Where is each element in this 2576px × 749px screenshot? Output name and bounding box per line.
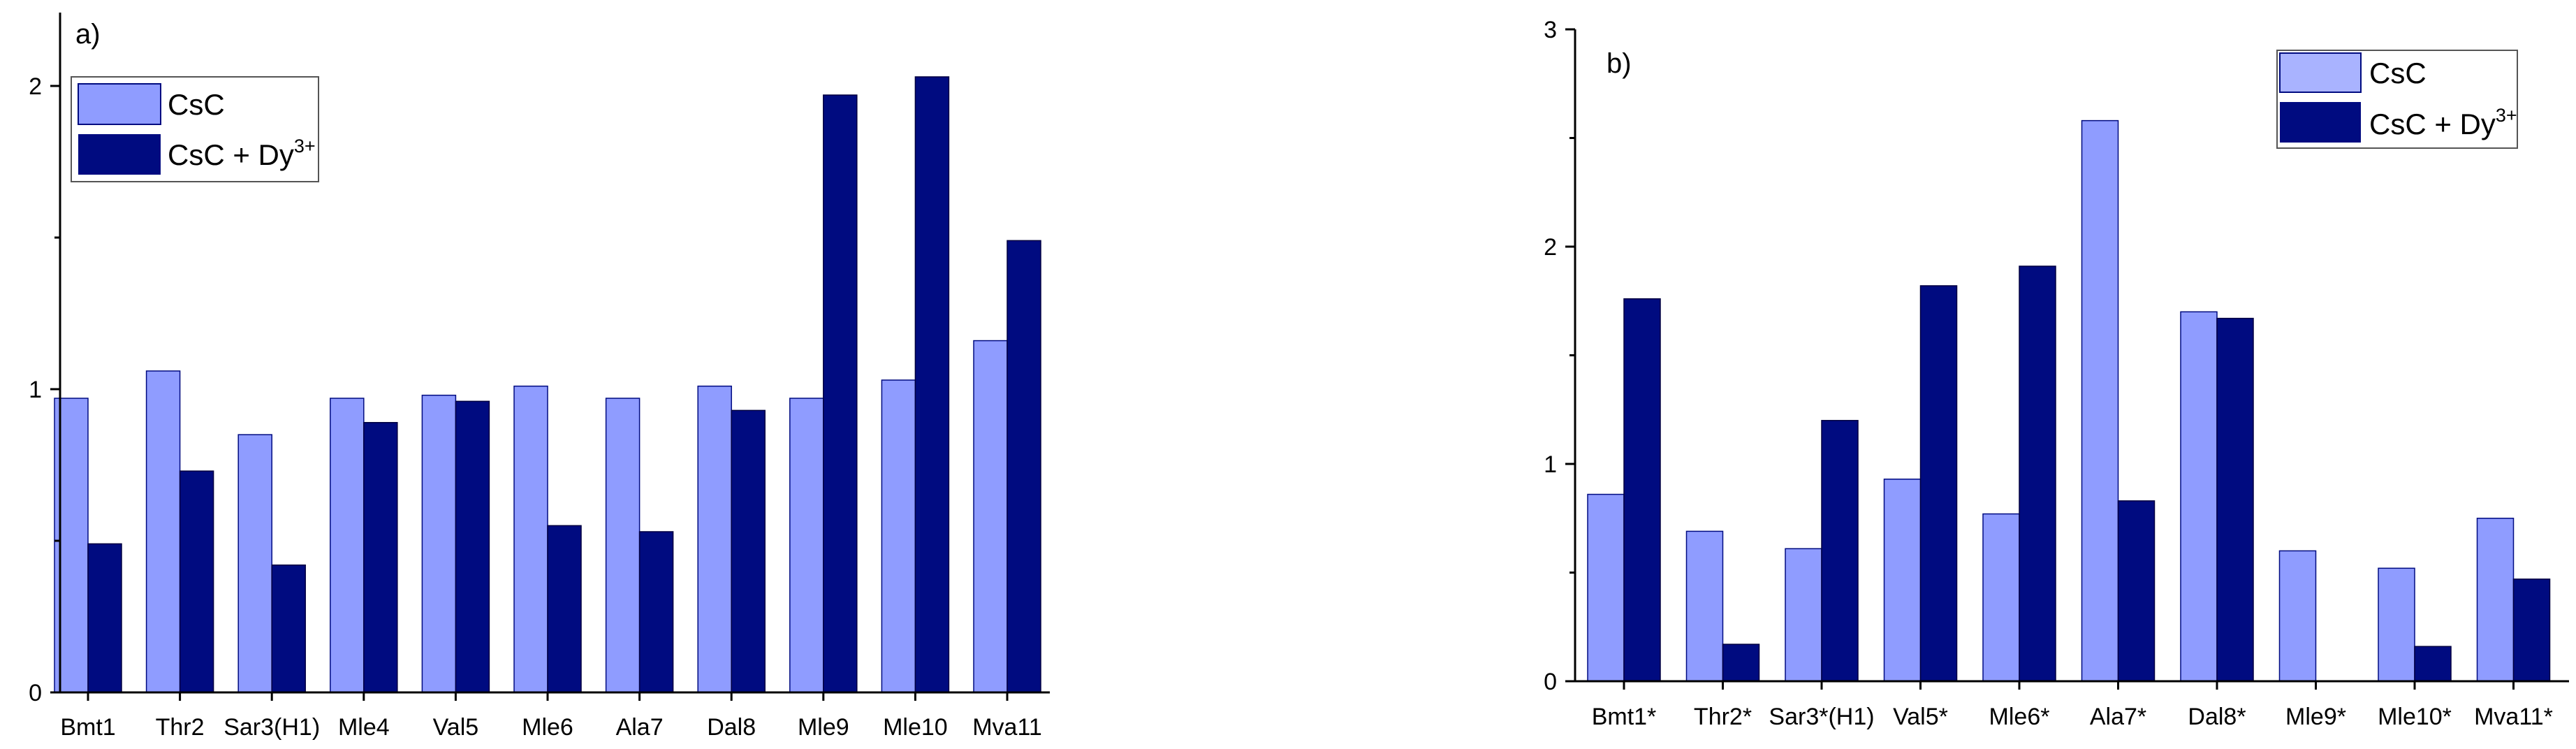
x-tick-label: Mle9* (2285, 704, 2346, 730)
x-tick-label: Dal8* (2188, 704, 2246, 730)
x-tick-label: Mle9 (798, 714, 849, 741)
bar-csc (421, 394, 457, 693)
bar-csc-dy (179, 470, 214, 693)
bar-csc-dy (271, 564, 306, 693)
x-tick-label: Val5* (1893, 704, 1948, 730)
legend-label-csc-b: CsC (2369, 57, 2427, 89)
legend-b: CsC CsC + Dy3+ (2276, 50, 2518, 149)
legend-label-dy-b: CsC + Dy3+ (2369, 105, 2517, 140)
bar-csc-dy (1007, 240, 1041, 693)
x-tick-label: Sar3(H1) (224, 714, 320, 741)
x-tick-label: Mle4 (338, 714, 390, 741)
y-tick-label: 2 (1544, 234, 1557, 261)
y-tick-label: 0 (1544, 669, 1557, 695)
bar-csc-dy (1821, 420, 1859, 682)
legend-a: CsC CsC + Dy3+ (71, 76, 319, 182)
legend-label-csc-a: CsC (168, 88, 225, 121)
bar-csc (330, 398, 365, 693)
legend-swatch-dy-b (2280, 102, 2361, 143)
chart-panel-a: 0 1 2 Bmt1 Thr2 Sar3(H1) Mle4 Val5 Mle6 Ala7 Dal8… (29, 13, 1050, 741)
panel-label-b: b) (1607, 48, 1632, 79)
bar-csc-dy (1623, 298, 1661, 682)
x-tick-label: Thr2* (1694, 704, 1752, 730)
y-tick-label: 1 (29, 377, 42, 403)
x-tick-label: Ala7 (616, 714, 664, 741)
x-tick-label: Mle10 (883, 714, 948, 741)
x-tick-label: Dal8 (707, 714, 756, 741)
y-tick-label: 1 (1544, 451, 1557, 478)
y-ticks-b: 0 1 2 3 (1544, 17, 1575, 695)
bar-csc (789, 398, 824, 693)
x-tick-label: Ala7* (2090, 704, 2146, 730)
bar-csc (1785, 548, 1822, 682)
bar-csc (1982, 513, 2020, 682)
bar-csc (145, 370, 181, 693)
bar-csc-dy (1722, 643, 1760, 682)
y-tick-label: 0 (29, 680, 42, 706)
legend-label-dy-a: CsC + Dy3+ (168, 136, 316, 171)
bar-csc (973, 340, 1008, 693)
legend-swatch-dy-a (78, 134, 161, 175)
bar-csc (2081, 119, 2119, 682)
bar-csc-dy (455, 400, 490, 693)
bar-csc (2180, 311, 2218, 682)
bars-a (54, 76, 1041, 693)
bar-csc (697, 385, 732, 693)
x-tick-label: Bmt1 (60, 714, 115, 741)
bar-csc (513, 385, 548, 693)
bar-csc-dy (547, 525, 582, 693)
x-tick-label: Mva11 (972, 714, 1042, 741)
bar-csc-dy (2414, 646, 2452, 682)
x-tick-label: Mle6 (522, 714, 573, 741)
x-tick-label: Val5 (433, 714, 479, 741)
bar-csc-dy (2216, 317, 2254, 682)
bar-csc (2378, 567, 2415, 682)
bar-csc-dy (2512, 579, 2551, 682)
bar-csc-dy (914, 76, 950, 693)
bar-csc-dy (2117, 500, 2156, 682)
bar-csc (2278, 550, 2317, 682)
x-tick-label: Sar3*(H1) (1769, 704, 1874, 730)
legend-swatch-csc-a (78, 83, 161, 125)
bar-csc (1587, 493, 1625, 682)
bar-csc (237, 434, 272, 693)
bar-csc-dy (2019, 266, 2056, 682)
y-ticks-a: 0 1 2 (29, 73, 60, 706)
bar-csc-dy (638, 531, 674, 693)
x-tick-label: Mva11* (2474, 704, 2553, 730)
bars-b (1587, 119, 2551, 682)
chart-panel-b: 0 1 2 3 Bmt1* Thr2* Sar3*(H1) Val5* Mle6* Ala7* D… (1544, 17, 2569, 730)
x-tick-labels-b: Bmt1* Thr2* Sar3*(H1) Val5* Mle6* Ala7* Dal8* M… (1592, 681, 2553, 730)
legend-swatch-csc-b (2279, 52, 2362, 93)
x-tick-label: Mle10* (2378, 704, 2452, 730)
bar-csc-dy (731, 409, 766, 693)
bar-csc (881, 379, 916, 693)
x-tick-label: Mle6* (1989, 704, 2050, 730)
bar-csc (1685, 530, 1724, 682)
y-tick-label: 2 (29, 73, 42, 100)
bar-csc-dy (823, 94, 858, 693)
bar-csc-dy (87, 543, 122, 693)
bar-csc-dy (1919, 285, 1958, 682)
x-tick-label: Thr2 (156, 714, 205, 741)
bar-csc (1883, 479, 1922, 682)
bar-csc-dy (363, 421, 398, 693)
x-tick-label: Bmt1* (1592, 704, 1657, 730)
y-tick-label: 3 (1544, 17, 1557, 43)
bar-csc (2476, 518, 2515, 682)
bar-csc (605, 398, 641, 693)
x-tick-labels-a: Bmt1 Thr2 Sar3(H1) Mle4 Val5 Mle6 Ala7 Dal8 Mle9… (60, 692, 1042, 741)
panel-label-a: a) (75, 19, 101, 50)
